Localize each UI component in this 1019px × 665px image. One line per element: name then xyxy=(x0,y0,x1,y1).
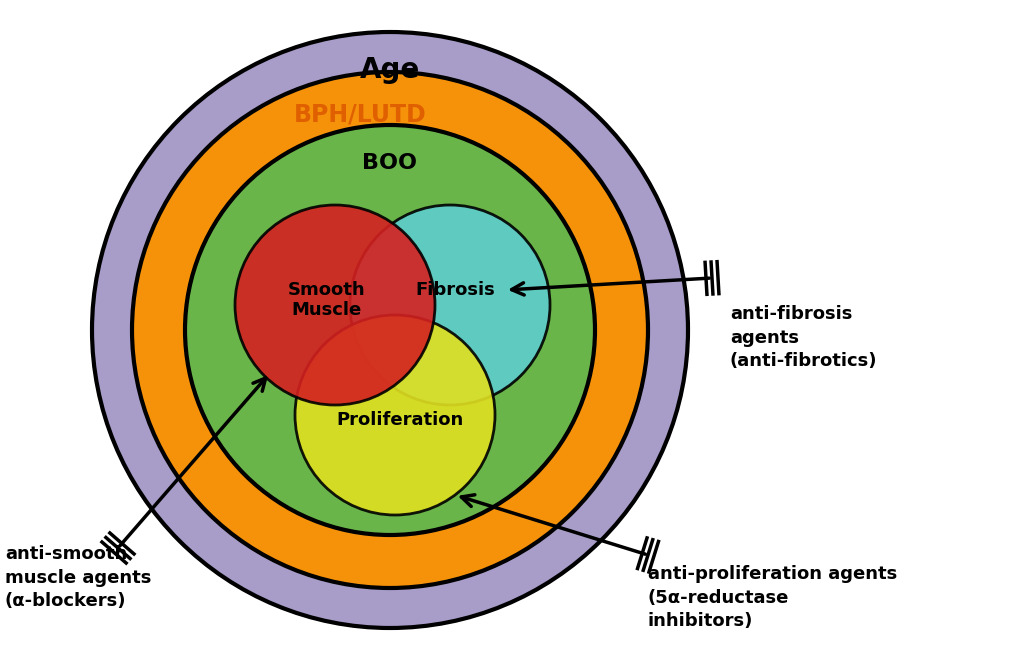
Circle shape xyxy=(350,205,549,405)
Circle shape xyxy=(234,205,434,405)
Text: Age: Age xyxy=(360,56,420,84)
Text: BOO: BOO xyxy=(362,153,417,173)
Circle shape xyxy=(184,125,594,535)
Text: BPH/LUTD: BPH/LUTD xyxy=(293,102,426,126)
Circle shape xyxy=(294,315,494,515)
Text: Proliferation: Proliferation xyxy=(336,411,464,429)
Circle shape xyxy=(92,32,688,628)
Text: anti-proliferation agents
(5α-reductase
inhibitors): anti-proliferation agents (5α-reductase … xyxy=(647,565,897,630)
Text: Smooth
Muscle: Smooth Muscle xyxy=(288,281,366,319)
Text: anti-fibrosis
agents
(anti-fibrotics): anti-fibrosis agents (anti-fibrotics) xyxy=(730,305,876,370)
Text: anti-smooth
muscle agents
(α-blockers): anti-smooth muscle agents (α-blockers) xyxy=(5,545,151,610)
Text: Fibrosis: Fibrosis xyxy=(415,281,494,299)
Circle shape xyxy=(131,72,647,588)
